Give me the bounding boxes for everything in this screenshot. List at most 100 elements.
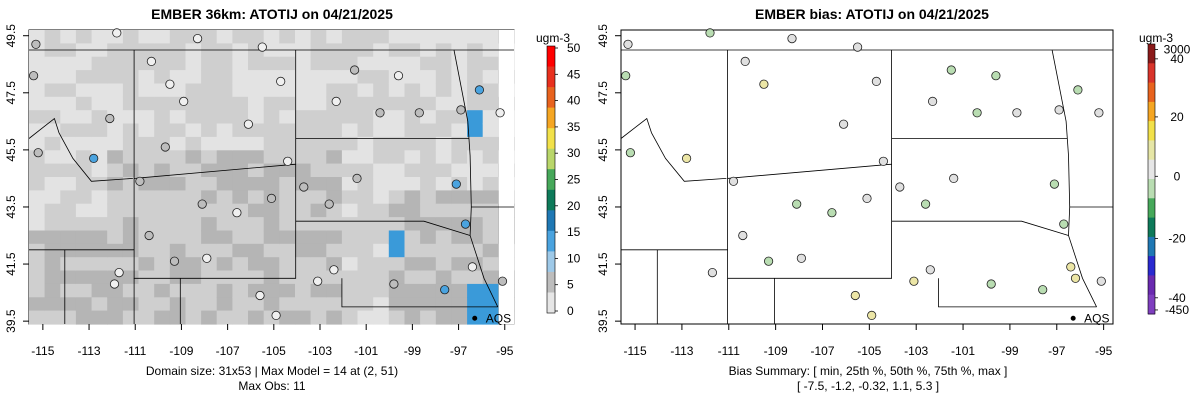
model-cell bbox=[138, 150, 155, 165]
model-cell bbox=[44, 203, 61, 218]
x-tick-label: -109 bbox=[169, 344, 193, 358]
model-cell bbox=[263, 283, 280, 298]
bias-point bbox=[852, 42, 863, 52]
model-cell bbox=[357, 297, 374, 312]
model-cell bbox=[232, 177, 249, 191]
model-cell bbox=[388, 136, 405, 151]
bias-point bbox=[909, 276, 919, 286]
model-cell bbox=[404, 243, 421, 258]
model-cell bbox=[107, 283, 124, 298]
model-cell bbox=[248, 217, 265, 232]
model-cell bbox=[263, 96, 280, 111]
model-cell bbox=[169, 230, 186, 245]
model-cell bbox=[185, 177, 202, 191]
model-cell bbox=[169, 310, 186, 325]
model-cell bbox=[295, 203, 312, 218]
model-cell bbox=[373, 230, 390, 245]
model-cell bbox=[60, 283, 77, 298]
model-cell bbox=[310, 96, 327, 111]
model-cell bbox=[29, 310, 46, 325]
model-cell bbox=[232, 283, 249, 298]
model-cell bbox=[138, 283, 155, 298]
model-cell bbox=[388, 150, 405, 165]
model-cell bbox=[326, 270, 343, 285]
model-cell bbox=[451, 150, 468, 165]
model-cell bbox=[279, 110, 296, 125]
model-cell bbox=[138, 243, 155, 258]
model-cell bbox=[326, 136, 343, 151]
obs-point bbox=[89, 153, 99, 163]
model-cell bbox=[326, 177, 343, 191]
model-cell bbox=[482, 56, 499, 71]
obs-point bbox=[266, 193, 277, 203]
left-colorbar-segment bbox=[547, 66, 555, 88]
model-cell bbox=[201, 43, 218, 58]
model-cell bbox=[154, 217, 171, 232]
model-cell bbox=[216, 203, 233, 218]
model-cell bbox=[232, 257, 249, 272]
model-cell bbox=[60, 190, 77, 205]
model-cell bbox=[310, 163, 327, 178]
model-cell bbox=[420, 56, 437, 71]
left-chart-title: EMBER 36km: ATOTIJ on 04/21/2025 bbox=[151, 6, 393, 22]
model-cell bbox=[310, 177, 327, 191]
y-tick-label: 47.5 bbox=[4, 81, 18, 105]
model-cell bbox=[107, 163, 124, 178]
bias-point bbox=[1096, 276, 1106, 286]
model-cell bbox=[185, 136, 202, 151]
obs-point bbox=[160, 142, 170, 152]
model-cell bbox=[467, 70, 484, 85]
model-cell bbox=[388, 203, 405, 218]
model-cell bbox=[482, 310, 499, 325]
model-cell bbox=[91, 163, 108, 178]
bias-point bbox=[1049, 179, 1060, 189]
model-cell bbox=[29, 136, 46, 151]
y-tick-label: 49.5 bbox=[4, 24, 18, 48]
model-cell bbox=[44, 297, 61, 312]
bias-point bbox=[871, 76, 882, 87]
model-cell bbox=[185, 123, 202, 138]
model-cell bbox=[44, 70, 61, 85]
model-cell bbox=[44, 190, 61, 205]
model-cell bbox=[201, 150, 218, 165]
model-cell bbox=[232, 96, 249, 111]
model-cell bbox=[467, 190, 484, 205]
bias-point bbox=[792, 199, 802, 209]
bias-point bbox=[1094, 108, 1104, 118]
bias-point bbox=[707, 267, 718, 278]
model-cell bbox=[91, 110, 108, 125]
obs-point bbox=[460, 219, 471, 229]
model-cell bbox=[169, 83, 186, 98]
obs-point bbox=[28, 71, 39, 81]
right-colorbar-segment bbox=[1148, 101, 1155, 122]
model-cell bbox=[169, 203, 186, 218]
model-cell bbox=[279, 163, 296, 178]
left-colorbar-segment bbox=[547, 292, 555, 314]
model-cell bbox=[326, 43, 343, 58]
model-cell bbox=[295, 30, 312, 44]
state-border-2 bbox=[133, 50, 297, 179]
model-cell bbox=[107, 177, 124, 191]
model-cell bbox=[388, 56, 405, 71]
model-cell bbox=[388, 83, 405, 98]
x-tick-label: -101 bbox=[354, 344, 378, 358]
model-cell bbox=[122, 243, 140, 258]
model-cell bbox=[263, 56, 280, 71]
model-cell bbox=[404, 83, 421, 98]
model-cell bbox=[357, 257, 374, 272]
model-cell bbox=[107, 123, 124, 138]
model-cell bbox=[216, 230, 233, 245]
model-cell bbox=[279, 83, 296, 98]
model-cell bbox=[138, 203, 155, 218]
model-cell bbox=[91, 257, 108, 272]
model-cell bbox=[29, 243, 46, 258]
model-cell bbox=[388, 217, 405, 232]
obs-point bbox=[105, 113, 115, 124]
model-cell bbox=[107, 150, 124, 165]
obs-point bbox=[497, 276, 508, 286]
model-cell bbox=[169, 177, 186, 191]
x-tick-label: -101 bbox=[951, 344, 975, 358]
model-cell bbox=[29, 96, 46, 111]
model-cell bbox=[326, 230, 343, 245]
